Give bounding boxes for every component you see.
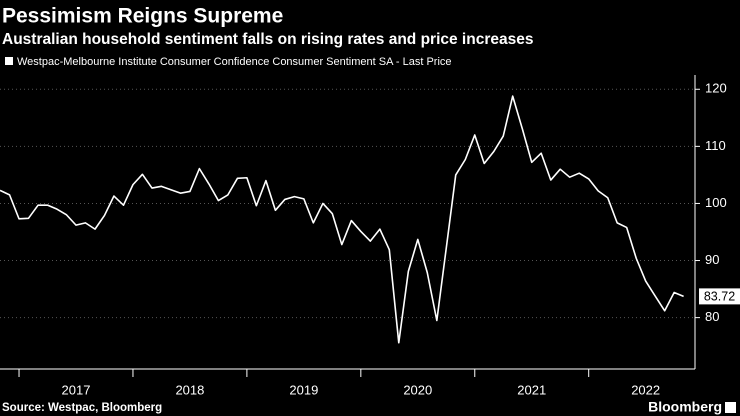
source: Source: Westpac, Bloomberg [2,402,162,414]
last-price-label: 83.72 [704,290,735,304]
x-tick-label: 2021 [517,382,546,397]
y-tick-label: 110 [705,138,726,153]
y-tick-label: 90 [705,252,719,267]
series-line [0,95,684,344]
legend-swatch [5,57,13,65]
y-tick-label: 100 [705,195,727,210]
chart-subtitle: Australian household sentiment falls on … [2,31,533,48]
legend-label: Westpac-Melbourne Institute Consumer Con… [17,56,452,68]
brand-icon [725,402,736,413]
x-tick-label: 2019 [289,382,318,397]
x-tick-label: 2018 [175,382,204,397]
chart-title: Pessimism Reigns Supreme [2,5,283,28]
brand: Bloomberg [648,399,722,415]
y-tick-label: 120 [705,81,727,96]
x-tick-label: 2017 [62,382,91,397]
last-price-box [699,288,740,305]
x-tick-label: 2020 [403,382,432,397]
y-tick-label: 80 [705,309,719,324]
x-tick-label: 2022 [631,382,660,397]
